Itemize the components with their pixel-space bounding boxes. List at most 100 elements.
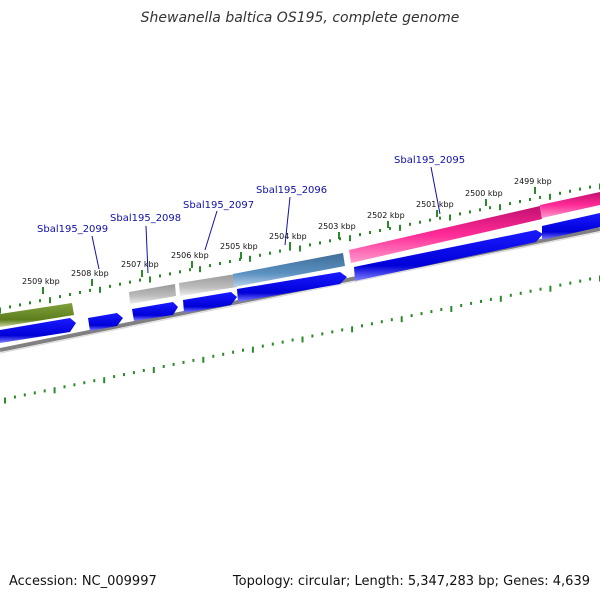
ruler-dot: [559, 283, 562, 287]
ruler-dot: [259, 253, 261, 257]
feature-block[interactable]: [349, 206, 542, 263]
ruler-dot: [499, 295, 502, 302]
tick-label: 2503 kbp: [318, 222, 356, 231]
tick-mark: [338, 232, 340, 239]
tick-label: 2505 kbp: [220, 242, 258, 251]
ruler-dot: [0, 307, 1, 314]
ruler-dot: [489, 206, 491, 210]
ruler-dot: [251, 346, 254, 353]
ruler-dot: [79, 291, 81, 294]
ruler-dot: [59, 295, 61, 299]
gene-label-leaders: [91, 166, 441, 274]
cds-arrow[interactable]: [183, 292, 237, 313]
tick-label: 2506 kbp: [171, 251, 209, 260]
ruler-dot: [359, 233, 361, 237]
tick-mark: [436, 210, 438, 217]
ruler-dot: [192, 358, 195, 362]
ruler-dot: [9, 305, 11, 309]
ruler-dot: [132, 371, 135, 375]
ruler-dot: [113, 375, 116, 379]
ruler-dot: [281, 340, 284, 344]
tick-mark: [289, 242, 291, 249]
cds-arrow[interactable]: [88, 313, 123, 331]
tick-label: 2501 kbp: [416, 200, 454, 209]
cds-arrow[interactable]: [237, 272, 347, 302]
ruler-dot: [299, 245, 301, 252]
tick-mark: [387, 221, 389, 228]
ruler-dot: [549, 285, 552, 292]
ruler-dot: [449, 214, 451, 221]
ruler-dot: [589, 185, 591, 189]
accession-text: Accession: NC_009997: [9, 574, 157, 589]
ruler-dot: [569, 281, 572, 285]
ruler-dot: [249, 255, 251, 262]
ruler-dot: [389, 226, 391, 230]
ruler-dot: [539, 287, 542, 291]
ruler-dot: [440, 308, 443, 311]
ruler-dot: [589, 277, 592, 281]
feature-block[interactable]: [0, 303, 74, 327]
ruler-dot: [152, 367, 155, 373]
ruler-dot: [499, 204, 501, 211]
cds-arrow[interactable]: [132, 302, 178, 321]
feature-block[interactable]: [233, 253, 345, 287]
ruler-dot: [430, 310, 433, 314]
ruler-dot: [199, 266, 201, 273]
gene-label[interactable]: Sbal195_2099: [37, 224, 108, 235]
ruler-dot: [19, 303, 21, 307]
ruler-dot: [369, 231, 371, 234]
tick-mark: [534, 187, 536, 194]
gene-label[interactable]: Sbal195_2096: [256, 185, 327, 196]
tick-labels: 2509 kbp 2508 kbp 2507 kbp 2506 kbp 2505 kbp…: [22, 177, 552, 286]
gene-label[interactable]: Sbal195_2098: [110, 213, 181, 224]
ruler-dot: [409, 222, 411, 226]
ruler-dot: [419, 220, 421, 224]
ruler-dot: [99, 286, 101, 293]
ruler-dot: [529, 289, 532, 293]
ruler-dot: [351, 326, 354, 333]
ruler-dot: [29, 301, 31, 305]
ruler-dot: [410, 314, 413, 318]
gene-label[interactable]: Sbal195_2095: [394, 155, 465, 166]
ruler-dot: [460, 304, 463, 307]
gene-label[interactable]: Sbal195_2097: [183, 200, 254, 211]
ruler-dot: [239, 257, 241, 261]
feature-block[interactable]: [129, 284, 176, 304]
tick-label: 2508 kbp: [71, 269, 109, 278]
tick-label: 2504 kbp: [269, 232, 307, 241]
ruler-dot: [142, 369, 145, 372]
tick-marks: [42, 187, 536, 294]
ruler-dot: [13, 395, 16, 399]
ruler-dot: [399, 224, 401, 231]
ruler-dot: [222, 352, 225, 356]
genome-title: Shewanella baltica OS195, complete genom…: [140, 10, 460, 26]
tick-mark: [240, 252, 242, 259]
feature-block[interactable]: [540, 192, 600, 218]
ruler-dot: [33, 391, 36, 395]
tick-label: 2507 kbp: [121, 260, 159, 269]
cds-arrow[interactable]: [0, 318, 76, 343]
ruler-dot: [400, 316, 403, 323]
ruler-dot: [219, 262, 221, 265]
tick-label: 2509 kbp: [22, 277, 60, 286]
ruler-dot: [271, 342, 274, 346]
ruler-dot: [519, 200, 521, 203]
ruler-dot: [459, 212, 461, 216]
ruler-dot: [269, 251, 271, 255]
ruler-dot: [179, 270, 181, 274]
ruler-dot: [370, 322, 373, 326]
outer-ruler-dots: [4, 275, 600, 404]
ruler-dot: [311, 334, 314, 338]
cds-arrow[interactable]: [542, 213, 600, 240]
tick-label: 2499 kbp: [514, 177, 552, 186]
ruler-dot: [509, 202, 511, 206]
ruler-dot: [139, 278, 141, 282]
feature-block[interactable]: [179, 274, 237, 296]
ruler-dot: [349, 235, 351, 242]
tick-label: 2502 kbp: [367, 211, 405, 220]
ruler-dot: [549, 193, 551, 200]
ruler-dot: [420, 312, 423, 316]
ruler-dot: [103, 377, 106, 384]
cds-arrow[interactable]: [354, 230, 543, 281]
